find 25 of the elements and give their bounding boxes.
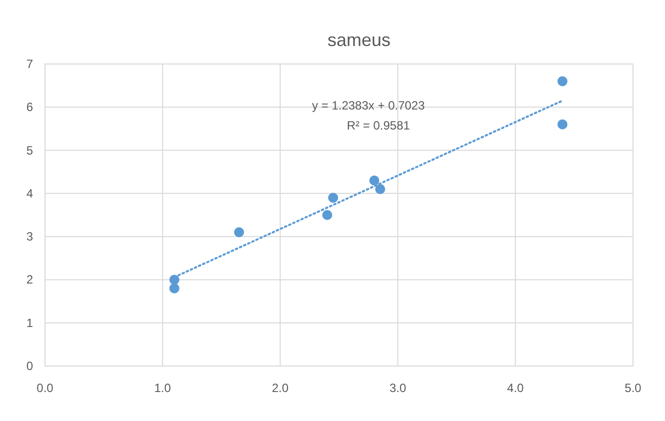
y-tick-label: 3 — [26, 230, 34, 244]
point — [557, 76, 568, 86]
point — [322, 210, 332, 220]
point — [234, 227, 244, 238]
point — [375, 184, 386, 194]
y-tick-label: 1 — [26, 316, 34, 330]
point — [369, 175, 380, 186]
annotation: R² = 0.9581 — [346, 118, 410, 132]
chart-title: sameus — [327, 30, 391, 50]
annotation: y = 1.2383x + 0.7023 — [312, 98, 426, 112]
point — [557, 119, 568, 130]
x-tick-label: 0.0 — [36, 381, 54, 395]
y-tick-label: 6 — [26, 100, 34, 114]
y-tick-label: 0 — [26, 359, 34, 373]
y-tick-label: 4 — [26, 186, 34, 200]
y-tick-label: 2 — [26, 272, 34, 287]
x-tick-label: 4.0 — [507, 381, 524, 395]
point — [328, 192, 338, 203]
x-tick-label: 3.0 — [389, 381, 406, 395]
x-tick-label: 1.0 — [154, 381, 172, 395]
y-tick-label: 5 — [26, 143, 34, 158]
x-tick-label: 5.0 — [624, 381, 642, 395]
x-tick-label: 2.0 — [272, 381, 289, 395]
point — [169, 283, 180, 294]
y-tick-label: 7 — [26, 57, 34, 71]
